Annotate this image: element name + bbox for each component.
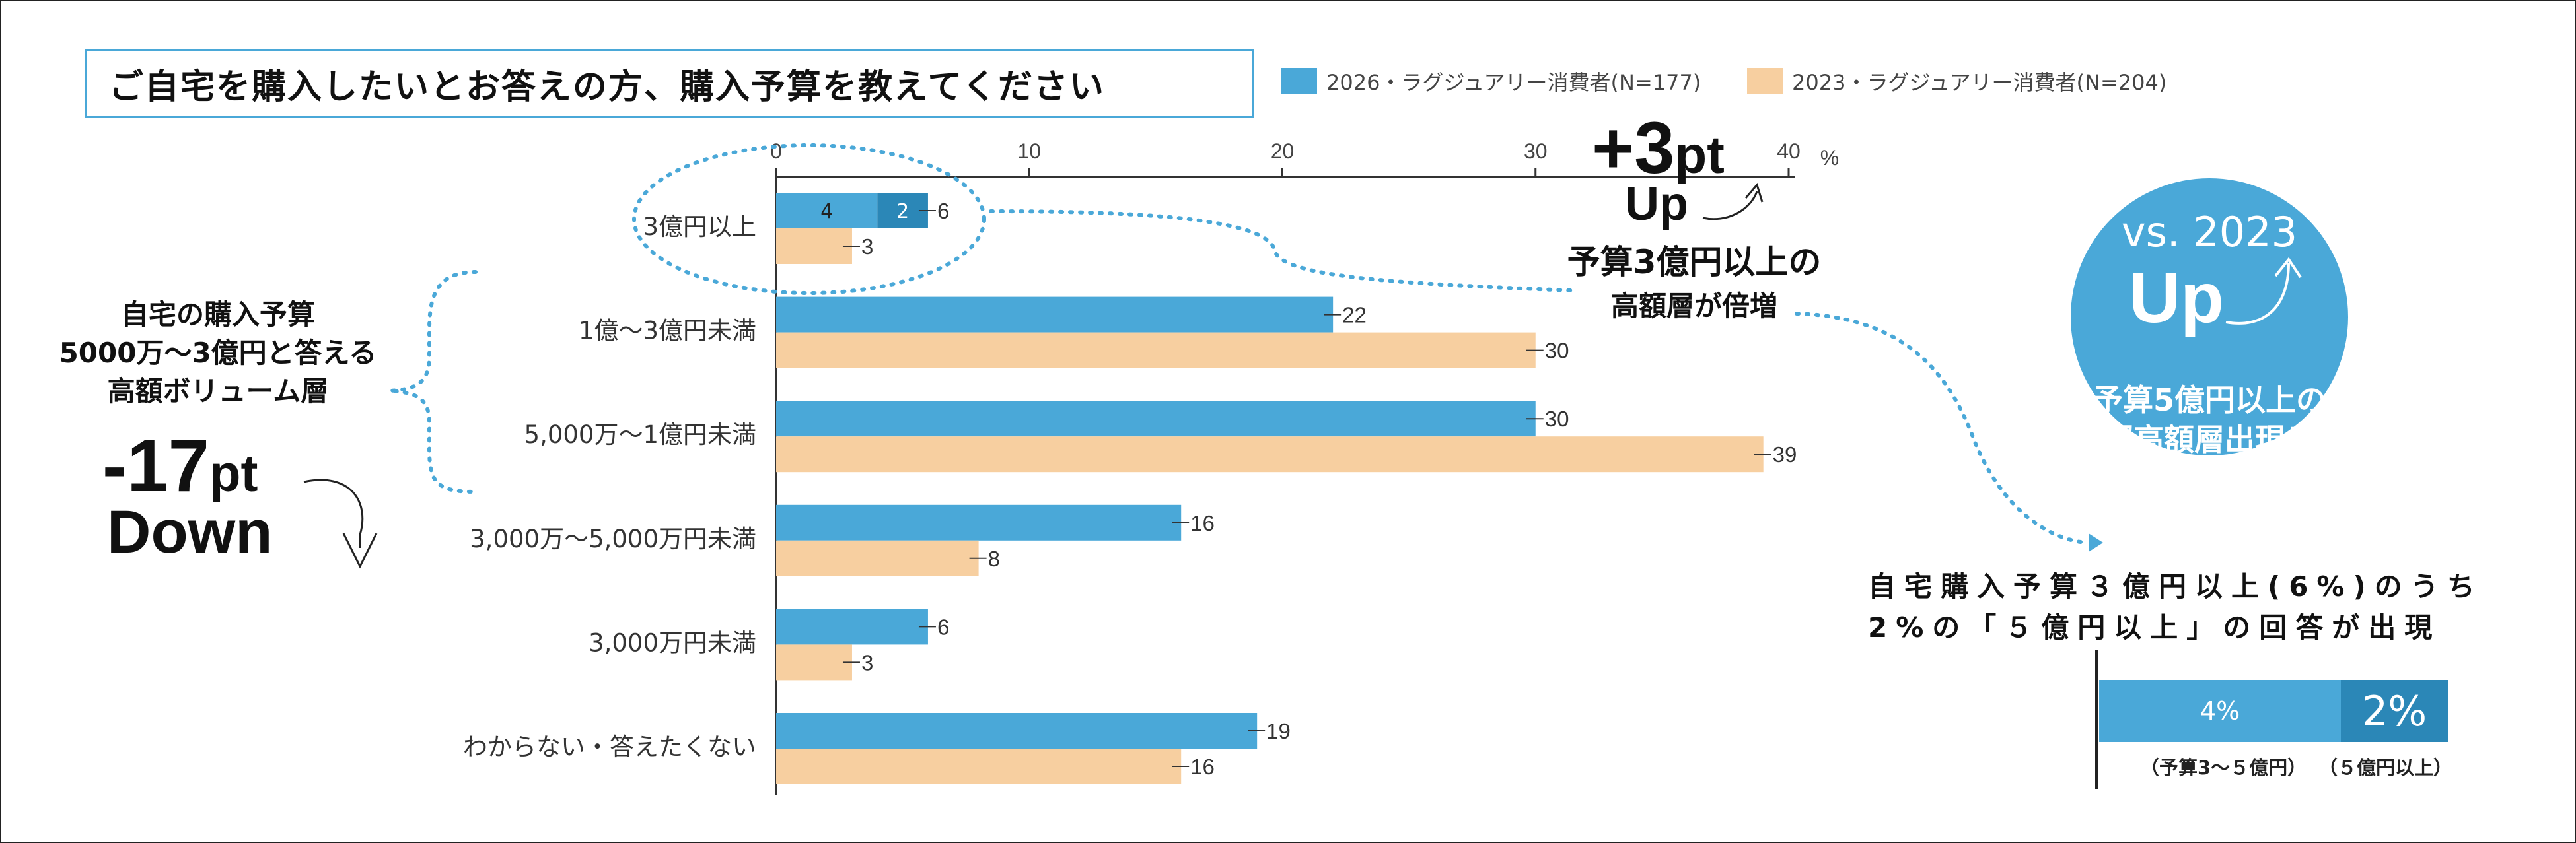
bar bbox=[776, 296, 1334, 333]
category-label: 3億円以上 bbox=[643, 213, 756, 241]
connector-dotted-1 bbox=[989, 209, 1574, 292]
bar bbox=[776, 401, 1536, 437]
chart-title: ご自宅を購入したいとお答えの方、購入予算を教えてください bbox=[85, 49, 1254, 118]
bar bbox=[776, 749, 1182, 784]
up-arrow-icon-small bbox=[1702, 191, 1758, 220]
legend-swatch-2023 bbox=[1747, 68, 1783, 94]
bar-segment-label: 4 bbox=[820, 200, 833, 223]
x-tick-label: 20 bbox=[1271, 139, 1295, 163]
bar bbox=[776, 713, 1258, 749]
x-tick-label: 0 bbox=[770, 139, 782, 163]
legend-label-2026: 2026・ラグジュアリー消費者(N=177) bbox=[1326, 70, 1701, 95]
circle-line2: 超高額層出現！ bbox=[2103, 422, 2316, 457]
circle-vs-label: vs. 2023 bbox=[2121, 208, 2298, 256]
mini-bar-label-5oku-plus: （５億円以上） bbox=[2318, 757, 2453, 779]
mini-bar-label-3to5oku: （予算3〜５億円） bbox=[2140, 757, 2307, 779]
data-label: 6 bbox=[937, 615, 949, 639]
bar bbox=[776, 504, 1182, 541]
caption-top-line2: 高額層が倍増 bbox=[1610, 290, 1777, 322]
circle-line1: 予算5億円以上の bbox=[2092, 382, 2326, 418]
bar bbox=[776, 332, 1536, 368]
data-label: 16 bbox=[1190, 511, 1215, 535]
x-tick-label: 30 bbox=[1524, 139, 1548, 163]
bar bbox=[776, 609, 928, 645]
data-label: 3 bbox=[861, 650, 873, 675]
category-label: わからない・答えたくない bbox=[463, 733, 756, 761]
brace-dotted bbox=[389, 270, 478, 494]
connector-arrowhead bbox=[2089, 533, 2103, 552]
data-label: 8 bbox=[988, 547, 1000, 571]
data-label: 39 bbox=[1773, 442, 1797, 467]
legend-swatch-2026 bbox=[1281, 68, 1317, 94]
data-label: 16 bbox=[1190, 755, 1215, 779]
up-3pt-value: +3pt bbox=[1592, 108, 1725, 189]
mini-bar-segment-5oku-plus: 2% bbox=[2341, 680, 2448, 742]
x-tick-label: 40 bbox=[1777, 139, 1801, 163]
x-tick-label: 10 bbox=[1017, 139, 1041, 163]
bar bbox=[776, 436, 1764, 473]
x-unit-label: % bbox=[1820, 146, 1839, 170]
data-label: 19 bbox=[1266, 719, 1291, 743]
down-17pt-word: Down bbox=[107, 498, 273, 566]
data-label: 3 bbox=[861, 234, 873, 259]
category-label: 5,000万〜1億円未満 bbox=[524, 421, 756, 449]
bar-segment bbox=[776, 193, 878, 228]
circle-up-arrow-icon bbox=[2225, 257, 2302, 325]
highlight-ellipse bbox=[632, 143, 986, 295]
note-text: 自宅購入予算３億円以上(6%)のうち 2%の「５億円以上」の回答が出現 bbox=[1868, 570, 2484, 644]
data-label: 22 bbox=[1342, 303, 1367, 327]
bar-segment-label: 2 bbox=[896, 200, 909, 223]
data-label: 6 bbox=[937, 199, 949, 223]
data-label: 30 bbox=[1545, 339, 1569, 363]
category-label: 3,000万〜5,000万円未満 bbox=[470, 525, 756, 553]
category-label: 1億〜3億円未満 bbox=[579, 317, 756, 345]
caption-top-line1: 予算3億円以上の bbox=[1567, 243, 1822, 281]
legend-label-2023: 2023・ラグジュアリー消費者(N=204) bbox=[1792, 70, 2167, 95]
mini-bar-axis bbox=[2095, 650, 2098, 789]
down-arrow-icon bbox=[303, 479, 364, 548]
bar bbox=[776, 540, 979, 576]
up-3pt-word: Up bbox=[1625, 178, 1688, 230]
data-label: 30 bbox=[1545, 407, 1569, 431]
category-label: 3,000万円未満 bbox=[589, 628, 756, 657]
vs-2023-circle: vs. 2023 Up 予算5億円以上の 超高額層出現！ bbox=[2071, 178, 2348, 457]
mini-bar-segment-3to5oku: 4% bbox=[2099, 680, 2342, 742]
down-17pt-value: -17pt bbox=[102, 424, 258, 507]
bar bbox=[776, 228, 852, 264]
left-caption: 自宅の購入予算 5000万〜3億円と答える 高額ボリューム層 bbox=[59, 298, 377, 407]
circle-up-word: Up bbox=[2129, 257, 2224, 337]
legend-item-2023: 2023・ラグジュアリー消費者(N=204) bbox=[1747, 65, 2166, 98]
connector-dotted-2 bbox=[1795, 312, 2089, 545]
bar bbox=[776, 644, 852, 681]
legend-item-2026: 2026・ラグジュアリー消費者(N=177) bbox=[1281, 65, 1701, 98]
mini-stacked-bar: 4% 2% bbox=[2099, 680, 2448, 742]
